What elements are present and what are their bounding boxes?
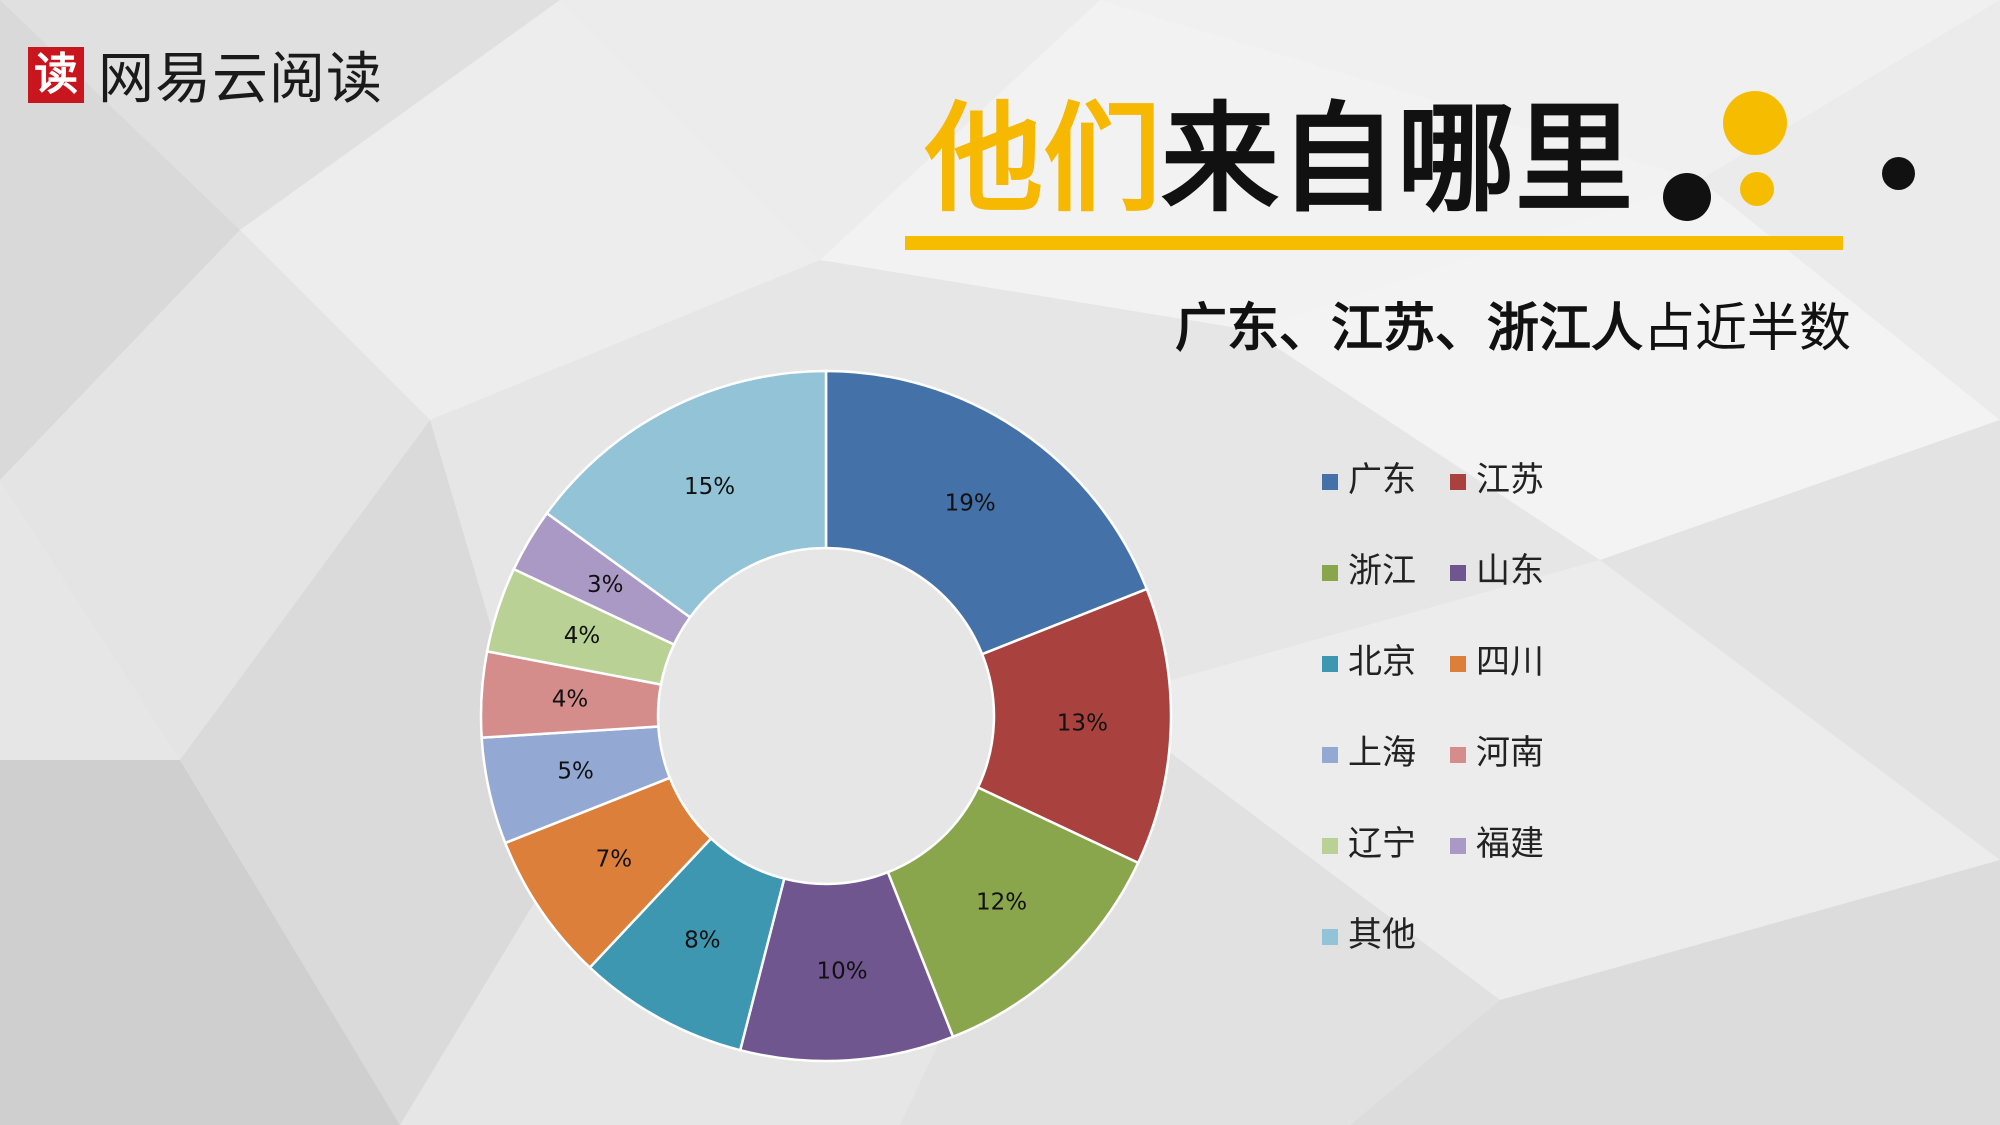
slice-label-0: 19% xyxy=(945,490,996,516)
slice-label-9: 3% xyxy=(587,572,624,598)
slice-label-6: 5% xyxy=(557,758,594,784)
legend-item-7: 河南 xyxy=(1450,733,1578,824)
legend-swatch-10 xyxy=(1322,929,1338,945)
legend-swatch-9 xyxy=(1450,838,1466,854)
legend-swatch-2 xyxy=(1322,565,1338,581)
slice-10 xyxy=(545,369,828,619)
title-rest: 来自哪里 xyxy=(1161,90,1634,228)
slice-label-3: 10% xyxy=(817,958,868,984)
decor-dot-black-left xyxy=(1663,173,1711,221)
legend-label-9: 福建 xyxy=(1476,824,1544,864)
legend-item-8: 辽宁 xyxy=(1322,824,1450,915)
legend-item-2: 浙江 xyxy=(1322,551,1450,642)
legend-label-10: 其他 xyxy=(1348,915,1416,955)
slice-label-1: 13% xyxy=(1057,711,1108,737)
legend-swatch-6 xyxy=(1322,747,1338,763)
legend-item-9: 福建 xyxy=(1450,824,1578,915)
slice-label-2: 12% xyxy=(976,889,1027,915)
legend-item-4: 北京 xyxy=(1322,642,1450,733)
legend-label-0: 广东 xyxy=(1348,460,1416,500)
slice-3 xyxy=(738,870,955,1063)
legend-item-3: 山东 xyxy=(1450,551,1578,642)
brand-logo[interactable]: 读 网易云阅读 xyxy=(28,34,383,115)
subtitle: 广东、江苏、浙江人占近半数 xyxy=(1175,286,1851,361)
legend-item-1: 江苏 xyxy=(1450,460,1578,551)
chart-legend: 广东 江苏浙江 山东北京 四川上海 河南辽宁 福建其他 xyxy=(1322,460,1602,1006)
subtitle-rest: 占近半数 xyxy=(1643,299,1852,359)
legend-item-10: 其他 xyxy=(1322,915,1450,1006)
legend-swatch-3 xyxy=(1450,565,1466,581)
subtitle-strong: 广东、江苏、浙江人 xyxy=(1175,299,1644,359)
legend-swatch-7 xyxy=(1450,747,1466,763)
slice-2 xyxy=(886,785,1140,1039)
legend-label-1: 江苏 xyxy=(1476,460,1544,500)
brand-mark-icon: 读 xyxy=(28,46,84,103)
page-title: 他们来自哪里 xyxy=(925,100,1633,218)
legend-label-4: 北京 xyxy=(1348,642,1416,682)
slice-label-5: 7% xyxy=(596,847,633,873)
title-underline xyxy=(905,236,1843,250)
legend-label-8: 辽宁 xyxy=(1348,824,1416,864)
legend-item-5: 四川 xyxy=(1450,642,1578,733)
decor-dot-yellow-large xyxy=(1723,91,1787,155)
legend-swatch-0 xyxy=(1322,474,1338,490)
legend-label-2: 浙江 xyxy=(1348,551,1416,591)
legend-item-6: 上海 xyxy=(1322,733,1450,824)
legend-swatch-1 xyxy=(1450,474,1466,490)
legend-label-6: 上海 xyxy=(1348,733,1416,773)
slice-label-4: 8% xyxy=(684,927,721,953)
slice-1 xyxy=(976,587,1173,865)
slice-0 xyxy=(824,369,1149,656)
slice-label-8: 4% xyxy=(564,623,601,649)
legend-label-7: 河南 xyxy=(1476,733,1544,773)
legend-label-5: 四川 xyxy=(1476,642,1544,682)
legend-label-3: 山东 xyxy=(1476,551,1544,591)
title-highlight: 他们 xyxy=(925,90,1162,228)
legend-swatch-8 xyxy=(1322,838,1338,854)
slice-label-10: 15% xyxy=(684,474,735,500)
decor-dot-yellow-small xyxy=(1740,172,1774,206)
brand-name: 网易云阅读 xyxy=(98,47,383,112)
legend-swatch-4 xyxy=(1322,656,1338,672)
legend-item-0: 广东 xyxy=(1322,460,1450,551)
slice-label-7: 4% xyxy=(552,686,589,712)
decor-dot-black-right xyxy=(1882,157,1915,190)
legend-swatch-5 xyxy=(1450,656,1466,672)
